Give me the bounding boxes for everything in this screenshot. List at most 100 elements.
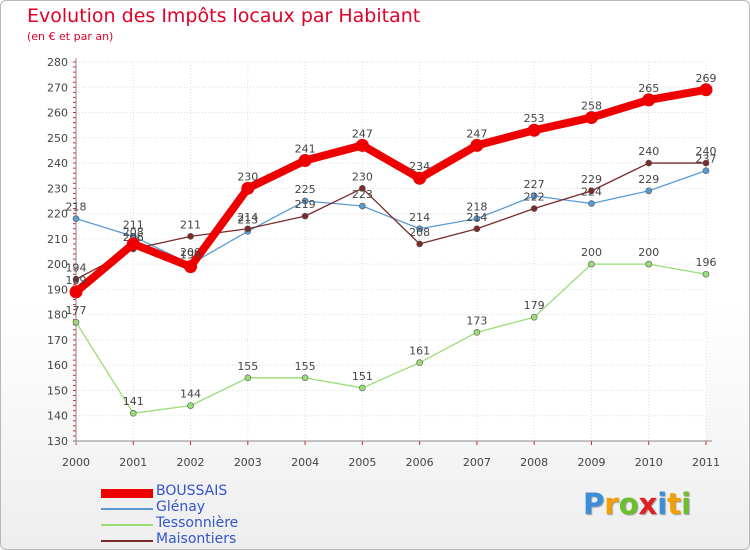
data-point xyxy=(72,318,80,326)
x-tick-label: 2005 xyxy=(348,456,376,469)
data-point xyxy=(301,212,309,220)
data-label: 214 xyxy=(409,211,430,224)
x-tick-label: 2000 xyxy=(62,456,90,469)
data-point xyxy=(72,275,80,283)
y-tick-label: 200 xyxy=(47,258,68,271)
data-label: 229 xyxy=(581,173,602,186)
data-label: 200 xyxy=(581,246,602,259)
x-tick-label: 2011 xyxy=(692,456,720,469)
data-label: 208 xyxy=(409,226,430,239)
proxiti-logo: Proxiti xyxy=(583,487,691,521)
data-label: 247 xyxy=(352,127,373,140)
data-label: 161 xyxy=(409,345,430,358)
data-point xyxy=(645,159,653,167)
chart-subtitle: (en € et par an) xyxy=(27,30,114,43)
data-point xyxy=(473,225,481,233)
data-point xyxy=(702,167,710,174)
data-label: 211 xyxy=(180,218,201,231)
data-point xyxy=(473,329,481,336)
data-label: 218 xyxy=(66,201,87,214)
legend-item: Glénay xyxy=(101,499,361,517)
data-label: 155 xyxy=(237,360,258,373)
data-label: 241 xyxy=(295,143,316,156)
data-point xyxy=(702,159,710,167)
x-tick-label: 2008 xyxy=(520,456,548,469)
legend-label: Maisontiers xyxy=(156,531,237,547)
data-point xyxy=(187,233,194,240)
data-label: 234 xyxy=(409,160,430,173)
data-label: 141 xyxy=(123,395,144,408)
data-label: 213 xyxy=(237,213,258,226)
series-line-maisontiers xyxy=(75,162,707,280)
data-label: 237 xyxy=(696,153,717,166)
y-tick-label: 250 xyxy=(47,132,68,145)
y-tick-label: 210 xyxy=(47,233,68,246)
data-point xyxy=(184,260,198,274)
data-point xyxy=(301,197,309,205)
y-tick-label: 160 xyxy=(47,359,68,372)
legend-item: Tessonnière xyxy=(101,515,361,533)
y-tick-label: 180 xyxy=(47,309,68,322)
x-tick-label: 2003 xyxy=(234,456,262,469)
x-tick-label: 2009 xyxy=(577,456,605,469)
data-label: 199 xyxy=(180,249,201,262)
data-point xyxy=(359,202,366,210)
x-tick-label: 2001 xyxy=(119,456,147,469)
data-point xyxy=(301,374,309,382)
data-point xyxy=(530,205,538,212)
data-point xyxy=(588,187,595,195)
data-label: 208 xyxy=(123,226,144,239)
legend-swatch xyxy=(101,524,153,526)
data-point xyxy=(359,384,366,392)
chart-title: Evolution des Impôts locaux par Habitant xyxy=(27,5,421,27)
legend-swatch xyxy=(101,540,153,542)
data-label: 240 xyxy=(638,145,659,158)
y-tick-label: 130 xyxy=(47,435,68,448)
legend-label: BOUSSAIS xyxy=(156,483,228,499)
legend-label: Tessonnière xyxy=(156,515,239,531)
legend-swatch xyxy=(101,488,153,498)
data-point xyxy=(645,260,653,268)
data-label: 151 xyxy=(352,370,373,383)
data-point xyxy=(588,200,595,207)
data-label: 177 xyxy=(66,304,87,317)
data-label: 214 xyxy=(237,211,258,224)
data-label: 155 xyxy=(295,360,316,373)
data-label: 222 xyxy=(524,191,545,204)
x-tick-label: 2010 xyxy=(635,456,663,469)
logo-letter: i xyxy=(681,487,692,521)
data-point xyxy=(72,215,80,222)
data-point xyxy=(473,215,481,222)
data-label: 240 xyxy=(696,145,717,158)
data-point xyxy=(241,181,255,195)
y-tick-label: 170 xyxy=(47,334,68,347)
data-point xyxy=(588,260,595,268)
data-label: 227 xyxy=(524,178,545,191)
data-label: 265 xyxy=(638,82,659,95)
y-tick-label: 270 xyxy=(47,81,68,94)
data-label: 173 xyxy=(466,314,487,327)
data-label: 211 xyxy=(123,218,144,231)
data-label: 219 xyxy=(295,198,316,211)
legend-label: Glénay xyxy=(156,499,206,515)
data-label: 258 xyxy=(581,100,602,113)
logo-letter: P xyxy=(583,487,605,521)
data-point xyxy=(413,171,427,185)
x-tick-label: 2006 xyxy=(406,456,434,469)
y-tick-label: 240 xyxy=(47,157,68,170)
plot-area xyxy=(76,62,706,441)
y-tick-label: 190 xyxy=(47,283,68,296)
data-point xyxy=(187,402,194,409)
logo-letter: o xyxy=(618,487,639,521)
data-label: 253 xyxy=(524,112,545,125)
data-point xyxy=(530,313,538,321)
data-label: 194 xyxy=(66,261,87,274)
data-point xyxy=(584,111,598,125)
data-label: 269 xyxy=(696,72,717,85)
logo-letter: x xyxy=(638,487,658,521)
x-tick-label: 2004 xyxy=(291,456,319,469)
chart-legend: BOUSSAIS Glénay Tessonnière Maisontiers xyxy=(101,483,361,549)
logo-letter: t xyxy=(667,487,682,521)
data-point xyxy=(702,270,710,278)
